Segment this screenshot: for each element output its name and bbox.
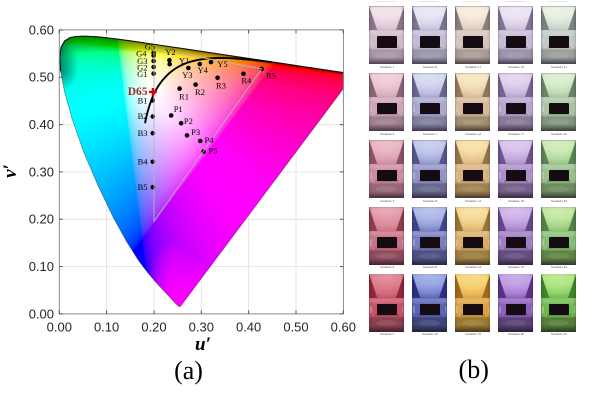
svg-text:Y2: Y2 — [165, 47, 175, 57]
svg-text:0.60: 0.60 — [331, 320, 356, 335]
svg-text:G4: G4 — [136, 48, 147, 58]
svg-text:0.10: 0.10 — [94, 320, 119, 335]
svg-text:B1: B1 — [138, 96, 148, 106]
svg-text:P2: P2 — [184, 116, 193, 126]
svg-text:0.50: 0.50 — [283, 320, 308, 335]
svg-text:G5: G5 — [145, 42, 155, 52]
svg-text:R1: R1 — [179, 91, 189, 101]
svg-text:G3: G3 — [137, 56, 147, 66]
svg-text:P1: P1 — [174, 104, 183, 114]
svg-text:v′: v′ — [0, 164, 21, 178]
svg-text:R3: R3 — [216, 80, 226, 90]
svg-text:B4: B4 — [138, 157, 149, 167]
svg-text:0.40: 0.40 — [236, 320, 261, 335]
svg-text:(a): (a) — [174, 356, 203, 385]
svg-text:G2: G2 — [137, 62, 147, 72]
svg-text:P5: P5 — [209, 146, 218, 156]
svg-text:0.00: 0.00 — [47, 320, 72, 335]
svg-text:Y5: Y5 — [217, 59, 227, 69]
svg-text:0.20: 0.20 — [141, 320, 166, 335]
svg-text:0.30: 0.30 — [189, 320, 214, 335]
svg-text:R2: R2 — [195, 87, 205, 97]
svg-text:D65: D65 — [128, 86, 148, 98]
svg-text:u′: u′ — [195, 334, 211, 355]
svg-text:0.40: 0.40 — [29, 117, 54, 132]
svg-text:G1: G1 — [137, 69, 147, 79]
svg-text:B5: B5 — [138, 182, 148, 192]
svg-text:0.30: 0.30 — [29, 164, 54, 179]
svg-text:Y4: Y4 — [198, 65, 209, 75]
svg-text:0.20: 0.20 — [29, 212, 54, 227]
svg-text:Y1: Y1 — [179, 56, 189, 66]
svg-text:0.60: 0.60 — [29, 22, 54, 37]
svg-text:R4: R4 — [241, 76, 252, 86]
svg-text:0.10: 0.10 — [29, 259, 54, 274]
svg-text:B3: B3 — [138, 128, 148, 138]
svg-text:(b): (b) — [459, 355, 489, 384]
svg-text:Y3: Y3 — [182, 70, 192, 80]
svg-text:B2: B2 — [138, 111, 148, 121]
svg-text:0.50: 0.50 — [29, 70, 54, 85]
svg-text:0.00: 0.00 — [29, 306, 54, 321]
svg-text:P3: P3 — [191, 127, 200, 137]
svg-text:R5: R5 — [266, 70, 276, 80]
svg-text:P4: P4 — [205, 135, 215, 145]
